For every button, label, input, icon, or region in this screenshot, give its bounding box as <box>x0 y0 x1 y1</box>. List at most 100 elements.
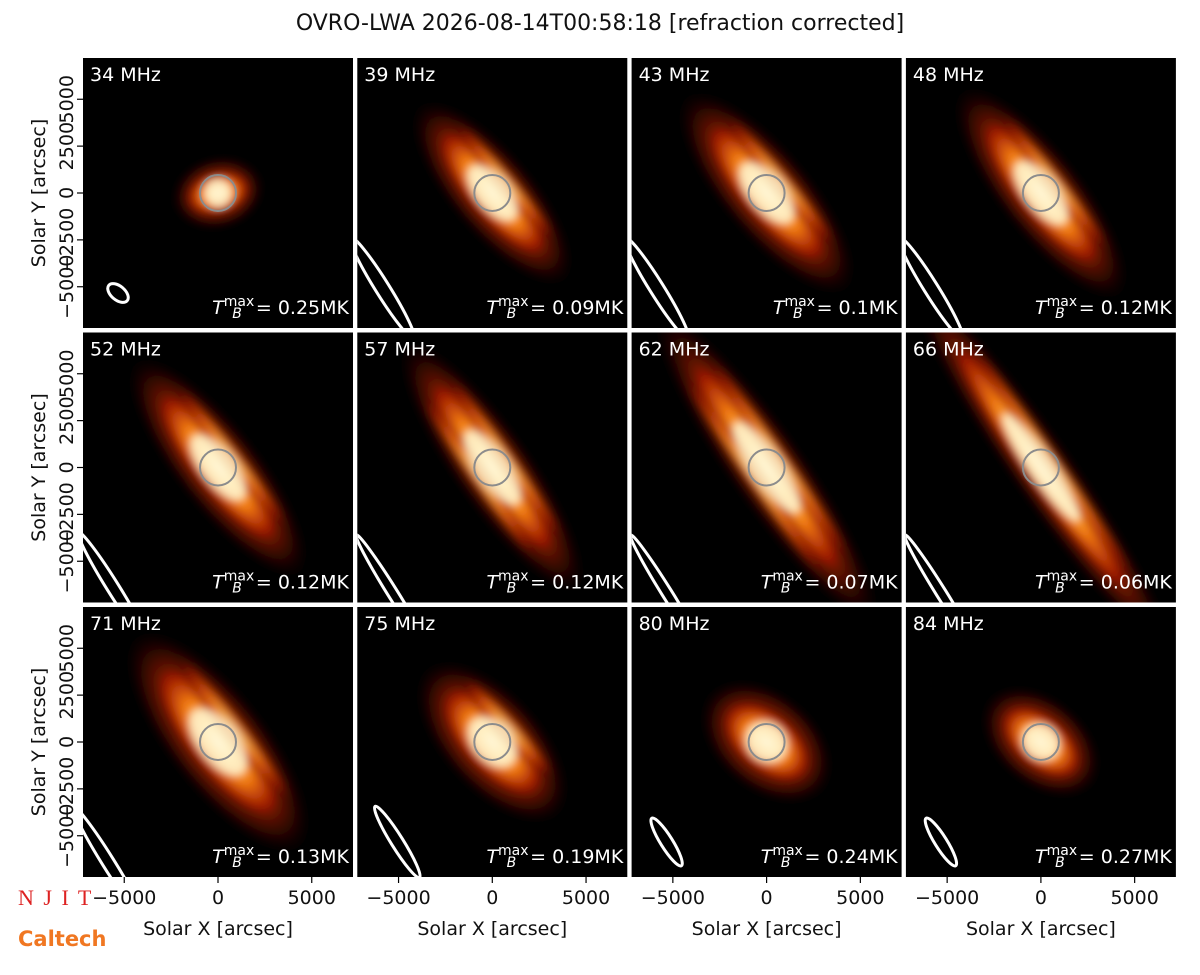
emission <box>1002 414 1080 521</box>
frequency-label: 57 MHz <box>364 339 435 361</box>
emission <box>719 107 843 254</box>
tb-tb_sup: max <box>498 294 529 310</box>
frequency-label: 71 MHz <box>90 613 161 635</box>
x-axis-label: Solar X [arcsec] <box>692 918 842 940</box>
tb-tb_symbol: T <box>1035 846 1048 868</box>
radio-image <box>357 337 588 603</box>
tb-tb_symbol: T <box>212 297 225 319</box>
tb-tb_sub: B <box>1055 306 1065 322</box>
x-tick-label: 5000 <box>288 887 336 909</box>
solar-disk <box>1021 448 1060 487</box>
x-tick-label: 0 <box>212 887 224 909</box>
y-tick-label: −5000 <box>56 529 78 593</box>
tb-tb_symbol: T <box>486 297 499 319</box>
emission <box>739 162 794 224</box>
panel: 71 MHz Tmax B = 0.13MK −5000 0 5000 Solar X [ar… <box>28 607 353 940</box>
solar-disk <box>747 723 786 761</box>
x-tick-label: −5000 <box>641 887 705 909</box>
tb-tb_symbol: T <box>761 846 774 868</box>
beam <box>83 530 150 603</box>
tb-tb_symbol: T <box>212 846 225 868</box>
peak-temperature: Tmax B = 0.06MK <box>1035 569 1172 596</box>
panel: 80 MHz Tmax B = 0.24MK −5000 0 5000 Solar X [ar… <box>631 607 902 940</box>
frequency-label: 52 MHz <box>90 339 161 361</box>
peak-temperature: Tmax B = 0.12MK <box>212 569 349 596</box>
y-tick-label: 0 <box>56 187 78 199</box>
tb-tb_symbol: T <box>486 572 499 594</box>
emission <box>1022 723 1060 761</box>
beam <box>357 533 431 603</box>
x-axis-label: Solar X [arcsec] <box>966 918 1116 940</box>
tb-value: = 0.25MK <box>256 297 350 319</box>
tb-tb_sup: max <box>1047 569 1078 585</box>
beam <box>905 235 965 328</box>
y-tick-label: −2500 <box>56 482 78 546</box>
tb-tb_symbol: T <box>773 297 786 319</box>
tb-value: = 0.12MK <box>530 572 624 594</box>
tb-value: = 0.12MK <box>1079 297 1173 319</box>
y-tick-label: 5000 <box>56 75 78 123</box>
tb-tb_sub: B <box>232 306 242 322</box>
tb-tb_sup: max <box>224 294 255 310</box>
emission <box>458 672 559 784</box>
emission <box>1014 161 1068 225</box>
panel: 84 MHz Tmax B = 0.27MK −5000 0 5000 Solar X [ar… <box>905 607 1176 940</box>
tb-value: = 0.07MK <box>804 572 898 594</box>
x-tick-label: 5000 <box>836 887 884 909</box>
y-tick-label: 2500 <box>56 396 78 444</box>
beam <box>631 533 705 603</box>
tb-tb_sup: max <box>772 843 803 859</box>
y-tick-label: −2500 <box>56 208 78 272</box>
tb-tb_sup: max <box>1047 294 1078 310</box>
solar-disk <box>1021 723 1060 761</box>
beam <box>905 533 979 603</box>
solar-disk <box>473 448 512 487</box>
tb-tb_sup: max <box>1047 843 1078 859</box>
emission <box>441 365 572 551</box>
tb-tb_symbol: T <box>486 846 499 868</box>
y-tick-label: 2500 <box>56 671 78 719</box>
emission <box>699 343 861 573</box>
peak-temperature: Tmax B = 0.12MK <box>1035 294 1172 321</box>
peak-temperature: Tmax B = 0.07MK <box>761 569 898 596</box>
solar-disk <box>1021 174 1060 212</box>
solar-disk <box>199 448 237 487</box>
peak-temperature: Tmax B = 0.09MK <box>486 294 623 321</box>
beam <box>372 804 422 877</box>
tb-tb_sup: max <box>772 569 803 585</box>
frequency-label: 48 MHz <box>913 64 984 86</box>
emission <box>190 434 246 501</box>
frequency-label: 39 MHz <box>364 64 435 86</box>
solar-disk <box>747 448 786 487</box>
tb-tb_sub: B <box>507 855 517 871</box>
emission <box>745 721 788 763</box>
frequency-label: 43 MHz <box>639 64 710 86</box>
panel: 57 MHz Tmax B = 0.12MK <box>357 332 628 603</box>
emission <box>189 708 247 776</box>
solar-disk <box>199 174 237 212</box>
peak-temperature: Tmax B = 0.25MK <box>212 294 349 321</box>
tb-tb_sub: B <box>232 580 242 596</box>
tb-tb_sub: B <box>1055 855 1065 871</box>
solar-disk <box>199 723 237 761</box>
x-tick-label: 0 <box>761 887 773 909</box>
x-tick-label: 0 <box>1035 887 1047 909</box>
panel: 62 MHz Tmax B = 0.07MK <box>631 332 902 603</box>
emission <box>464 430 521 505</box>
y-tick-label: −5000 <box>56 255 78 319</box>
logo-caltech: Caltech <box>18 927 106 951</box>
radio-image <box>631 332 882 603</box>
x-tick-label: −5000 <box>92 887 156 909</box>
emission <box>733 422 801 513</box>
frequency-label: 84 MHz <box>913 613 984 635</box>
peak-temperature: Tmax B = 0.12MK <box>486 569 623 596</box>
tb-tb_sup: max <box>224 843 255 859</box>
beam <box>357 235 417 328</box>
beam <box>649 816 684 868</box>
y-tick-label: 0 <box>56 736 78 748</box>
x-tick-label: 0 <box>486 887 498 909</box>
y-axis-label: Solar Y [arcsec] <box>28 119 50 267</box>
